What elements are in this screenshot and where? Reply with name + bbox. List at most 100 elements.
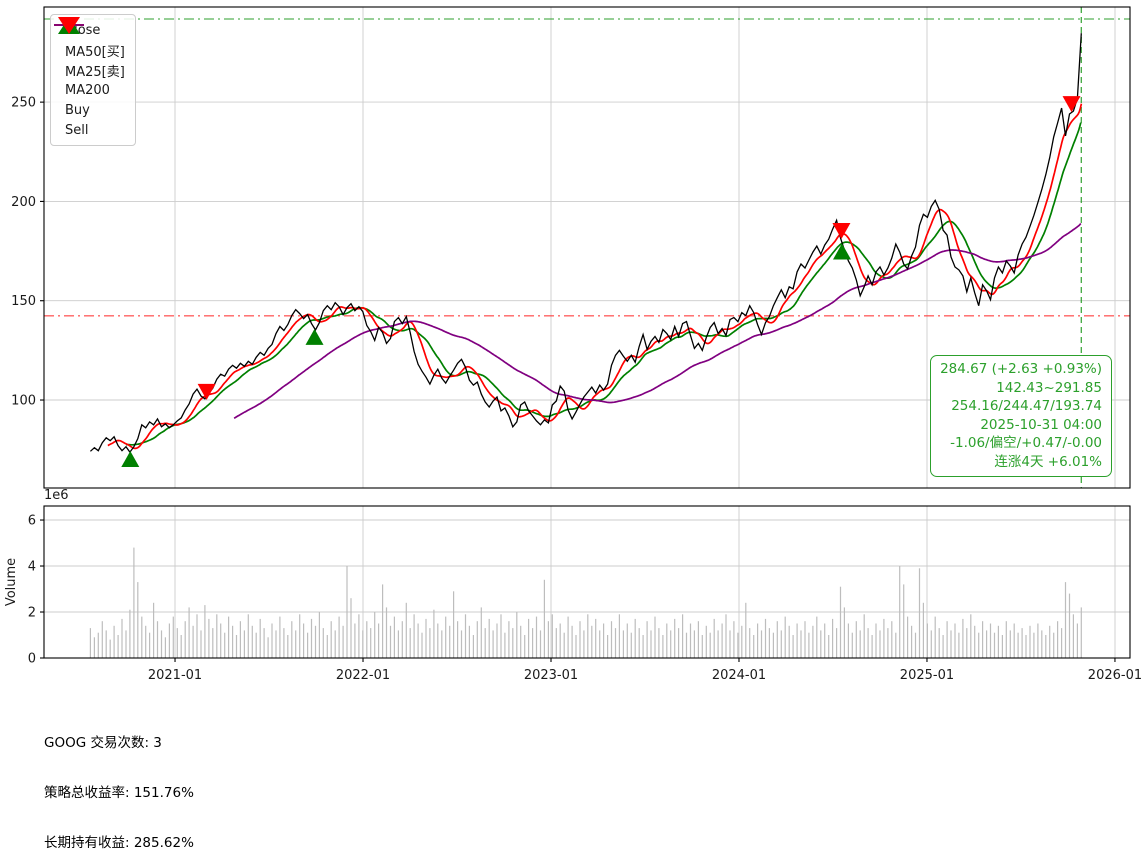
volume-bar [650, 630, 652, 658]
volume-bar [689, 623, 692, 658]
volume-bar [232, 625, 234, 658]
volume-bar [859, 630, 861, 658]
volume-bar [271, 623, 273, 658]
volume-bar [607, 635, 609, 658]
volume-bar [243, 630, 245, 658]
y-tick-label: 150 [11, 294, 36, 309]
volume-bar [251, 625, 253, 658]
volume-bar [93, 637, 95, 658]
volume-bar [267, 637, 269, 658]
volume-bar [228, 616, 230, 658]
ma-line-MA50 [125, 122, 1082, 446]
volume-bar [1013, 623, 1015, 658]
volume-bar [224, 632, 226, 658]
volume-bar [871, 635, 873, 658]
volume-bar [1005, 621, 1007, 658]
volume-bar [303, 623, 305, 658]
legend-item-sell: Sell [58, 17, 125, 140]
volume-bar [125, 630, 127, 658]
volume-bar [911, 625, 913, 658]
volume-bar [682, 614, 684, 658]
annotation-box: 284.67 (+2.63 +0.93%) 142.43~291.85 254.… [930, 355, 1112, 477]
volume-bar [847, 623, 849, 658]
y-tick-label: 250 [11, 96, 36, 111]
volume-bar [378, 623, 380, 658]
volume-bar [137, 582, 139, 658]
volume-bar [342, 625, 344, 658]
volume-bar [287, 635, 289, 658]
volume-bar [370, 628, 372, 658]
volume-bar [678, 628, 680, 658]
volume-bar [863, 614, 865, 658]
volume-bar [192, 625, 194, 658]
volume-bar [283, 628, 285, 658]
volume-bar [389, 625, 392, 658]
volume-bar [614, 628, 617, 658]
volume-bar [216, 614, 218, 658]
volume-bar [299, 614, 301, 658]
volume-bar [855, 621, 857, 658]
volume-bar [326, 635, 328, 658]
axes-frame [43, 6, 1131, 489]
volume-bar [121, 618, 123, 658]
annotation-line: -1.06/偏空/+0.47/-0.00 [950, 435, 1102, 452]
sell-marker [197, 383, 216, 400]
volume-bar [654, 616, 656, 658]
volume-bar [476, 621, 478, 658]
volume-bar [713, 618, 715, 658]
volume-bar [559, 623, 561, 658]
volume-bar [366, 621, 368, 658]
volume-bar [168, 623, 170, 658]
gridlines [44, 7, 1130, 659]
volume-bar [239, 621, 241, 658]
volume-bar [1049, 625, 1051, 658]
volume-bar [421, 632, 423, 658]
volume-bar [776, 621, 778, 658]
volume-bar [780, 630, 782, 658]
volume-bar [1057, 621, 1059, 658]
volume-bar [362, 630, 364, 658]
volume-bar [1045, 635, 1047, 658]
volume-bar [255, 632, 257, 658]
volume-bar [658, 628, 660, 658]
volume-bar [117, 635, 119, 658]
volume-bar [453, 591, 455, 658]
volume-bar [1017, 632, 1019, 658]
volume-bar [875, 623, 877, 658]
volume-bar [918, 568, 921, 658]
volume-bar [563, 632, 565, 658]
volume-bar [113, 625, 115, 658]
volume-bar [599, 630, 601, 658]
report-symbol-trade-count: GOOG 交易次数: 3 [44, 735, 162, 752]
volume-bar [986, 630, 988, 658]
legend-item-ma50: MA50[买] [54, 24, 125, 60]
volume-bar [966, 628, 968, 658]
volume-bar [867, 628, 869, 658]
volume-bar [496, 623, 498, 658]
ma-line-MA25 [107, 103, 1083, 450]
volume-bar [437, 623, 439, 658]
volume-bar [145, 625, 147, 658]
volume-bar [512, 628, 514, 658]
volume-bar [330, 621, 332, 658]
volume-bar [508, 621, 510, 658]
volume-bar [879, 630, 881, 658]
volume-bar [946, 621, 948, 658]
volume-bar [768, 628, 770, 658]
volume-bar [1053, 632, 1055, 658]
volume-bar [662, 635, 664, 658]
volume-bar [603, 623, 605, 658]
volume-bar [259, 618, 261, 658]
volume-bar [1001, 635, 1003, 658]
volume-bar [942, 635, 944, 658]
volume-bar [409, 628, 411, 658]
volume-bar [295, 630, 297, 658]
volume-bar [504, 632, 506, 658]
volume-bar [551, 614, 553, 658]
volume-bar [1041, 630, 1043, 658]
volume-bar [772, 632, 774, 658]
volume-tick-label: 4 [28, 560, 36, 575]
volume-bar [492, 630, 494, 658]
volume-bar [725, 614, 727, 658]
volume-bar [828, 635, 830, 658]
